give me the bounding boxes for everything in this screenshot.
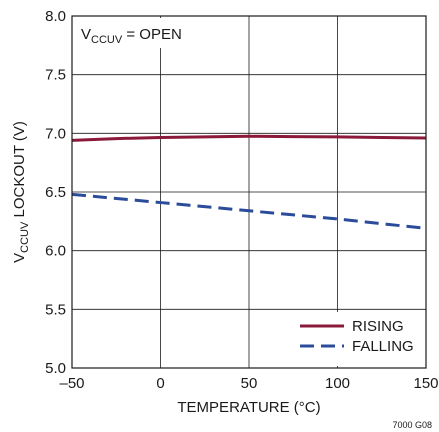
annotation-vccuv-open: VCCUV = OPEN [81, 26, 182, 46]
legend-label-falling: FALLING [352, 338, 414, 355]
series-lines [71, 134, 427, 230]
legend-background [292, 312, 424, 366]
series-line-falling [71, 192, 427, 230]
y-tick-label: 7.0 [45, 125, 66, 142]
y-axis-title: VCCUV LOCKOUT (V) [11, 121, 31, 263]
x-tick-label: 0 [156, 375, 164, 392]
y-tick-label: 8.0 [45, 8, 66, 25]
y-tick-label: 5.0 [45, 360, 66, 377]
x-axis-title: TEMPERATURE (°C) [177, 399, 320, 416]
y-tick-label: 6.0 [45, 243, 66, 260]
x-tick-label: 100 [325, 375, 350, 392]
legend: RISING FALLING [300, 318, 414, 355]
plot-frame [71, 15, 427, 369]
y-tick-label: 6.5 [45, 184, 66, 201]
y-tick-label: 5.5 [45, 301, 66, 318]
y-tick-label: 7.5 [45, 67, 66, 84]
series-line-rising [71, 134, 427, 142]
figure-id: 7000 G08 [392, 420, 432, 430]
x-tick-label: –50 [59, 375, 84, 392]
grid [72, 16, 426, 368]
tick-labels: –50 0 50 100 150 5.0 5.5 6.0 6.5 7.0 7.5 8.0 [45, 8, 438, 392]
x-tick-label: 150 [413, 375, 438, 392]
annotation-background [74, 18, 202, 48]
x-tick-label: 50 [241, 375, 258, 392]
legend-label-rising: RISING [352, 318, 404, 335]
